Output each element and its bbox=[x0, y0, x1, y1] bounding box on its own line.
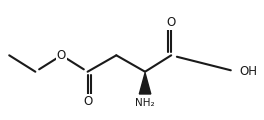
Text: O: O bbox=[57, 49, 66, 62]
Polygon shape bbox=[139, 73, 151, 94]
Text: O: O bbox=[167, 16, 176, 29]
Text: NH₂: NH₂ bbox=[135, 98, 155, 108]
Text: OH: OH bbox=[239, 65, 257, 78]
Text: O: O bbox=[83, 95, 92, 108]
